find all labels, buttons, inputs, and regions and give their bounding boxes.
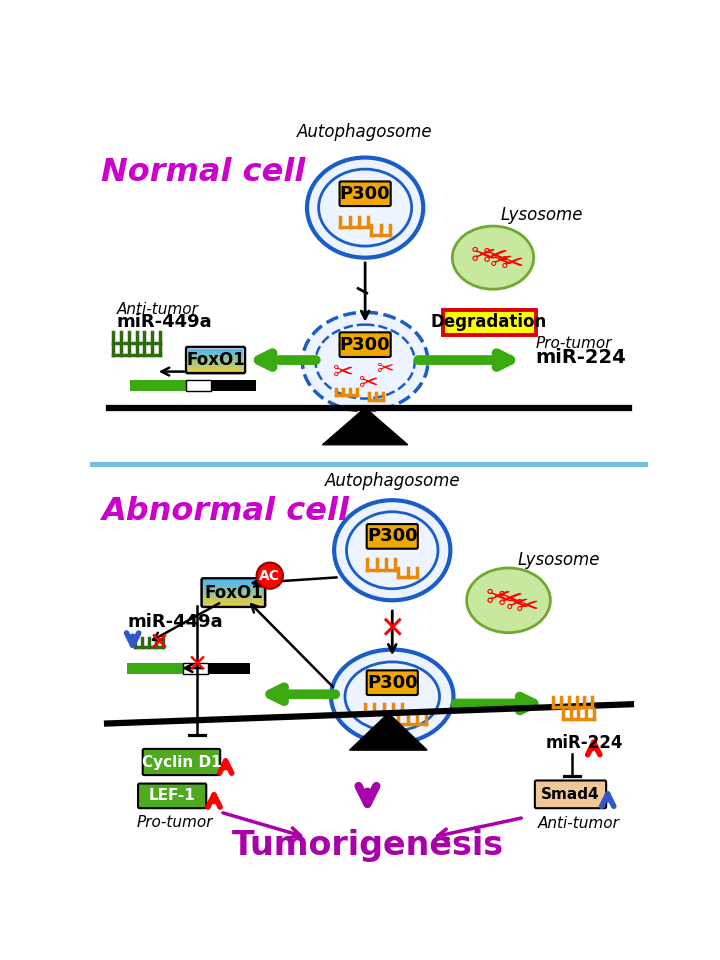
Text: Anti-tumor: Anti-tumor — [117, 301, 198, 317]
Ellipse shape — [307, 157, 423, 257]
Circle shape — [256, 563, 283, 588]
Bar — [203, 583, 264, 585]
FancyBboxPatch shape — [535, 780, 606, 808]
Bar — [127, 663, 183, 674]
Bar — [188, 353, 243, 355]
Text: P300: P300 — [340, 336, 390, 353]
Text: miR-449a: miR-449a — [117, 313, 212, 330]
Text: ✂: ✂ — [333, 361, 354, 385]
Text: ✂: ✂ — [482, 243, 508, 272]
Text: Autophagosome: Autophagosome — [325, 472, 460, 490]
Text: ✂: ✂ — [359, 372, 379, 396]
FancyBboxPatch shape — [443, 310, 536, 335]
Text: ✂: ✂ — [498, 586, 523, 614]
Text: ✕: ✕ — [186, 653, 207, 677]
Text: Tumorigenesis: Tumorigenesis — [231, 828, 503, 862]
Text: ✕: ✕ — [379, 615, 405, 644]
Bar — [183, 663, 208, 674]
Text: Normal cell: Normal cell — [101, 157, 305, 188]
Text: LEF-1: LEF-1 — [149, 788, 196, 804]
Bar — [203, 580, 264, 583]
Bar — [188, 348, 243, 350]
Text: ✂: ✂ — [500, 250, 524, 277]
Bar — [188, 355, 243, 358]
Text: ✂: ✂ — [376, 359, 393, 379]
Text: Cyclin D1: Cyclin D1 — [142, 755, 221, 770]
Bar — [188, 358, 243, 360]
Bar — [203, 595, 264, 598]
Text: ✂: ✂ — [490, 249, 513, 276]
Bar — [203, 600, 264, 603]
Text: P300: P300 — [340, 184, 390, 203]
Bar — [203, 588, 264, 590]
Text: Autophagosome: Autophagosome — [297, 123, 433, 141]
Text: Abnormal cell: Abnormal cell — [101, 496, 349, 527]
Bar — [203, 592, 264, 595]
FancyBboxPatch shape — [366, 524, 418, 549]
Bar — [188, 370, 243, 372]
Text: ✂: ✂ — [470, 242, 496, 271]
Text: Pro-tumor: Pro-tumor — [536, 336, 612, 350]
Bar — [203, 598, 264, 600]
Bar — [188, 350, 243, 353]
Text: ✕: ✕ — [149, 631, 170, 655]
Text: AC: AC — [259, 568, 280, 583]
Text: Anti-tumor: Anti-tumor — [538, 816, 620, 831]
Ellipse shape — [331, 650, 454, 743]
FancyBboxPatch shape — [366, 670, 418, 695]
Ellipse shape — [334, 500, 451, 600]
Text: Smad4: Smad4 — [541, 787, 600, 802]
FancyBboxPatch shape — [143, 749, 220, 775]
Text: ✂: ✂ — [486, 585, 511, 613]
Bar — [188, 365, 243, 367]
Text: miR-449a: miR-449a — [127, 612, 222, 631]
Polygon shape — [323, 408, 408, 444]
Text: P300: P300 — [367, 674, 418, 692]
Text: miR-224: miR-224 — [546, 733, 624, 752]
Bar — [211, 380, 256, 391]
Text: FoxO1: FoxO1 — [204, 584, 263, 602]
Polygon shape — [350, 713, 427, 750]
Bar — [208, 663, 251, 674]
Text: ✂: ✂ — [516, 592, 539, 620]
Bar — [90, 462, 648, 468]
Text: Degradation: Degradation — [431, 313, 547, 331]
Ellipse shape — [302, 312, 428, 411]
FancyBboxPatch shape — [138, 783, 206, 808]
Bar — [203, 590, 264, 592]
Bar — [188, 367, 243, 370]
FancyBboxPatch shape — [340, 332, 391, 357]
Bar — [203, 603, 264, 606]
Text: Lysosome: Lysosome — [500, 206, 583, 225]
Bar — [188, 362, 243, 365]
Text: P300: P300 — [367, 527, 418, 545]
Ellipse shape — [452, 227, 534, 289]
Ellipse shape — [467, 568, 550, 633]
Bar — [203, 585, 264, 588]
Text: miR-224: miR-224 — [536, 348, 626, 368]
FancyBboxPatch shape — [340, 181, 391, 206]
Text: Pro-tumor: Pro-tumor — [137, 814, 213, 829]
Bar — [130, 380, 186, 391]
Text: FoxO1: FoxO1 — [186, 351, 245, 369]
Bar — [186, 380, 211, 391]
Bar — [188, 360, 243, 362]
Text: Lysosome: Lysosome — [518, 551, 600, 569]
Text: ✂: ✂ — [505, 591, 528, 619]
